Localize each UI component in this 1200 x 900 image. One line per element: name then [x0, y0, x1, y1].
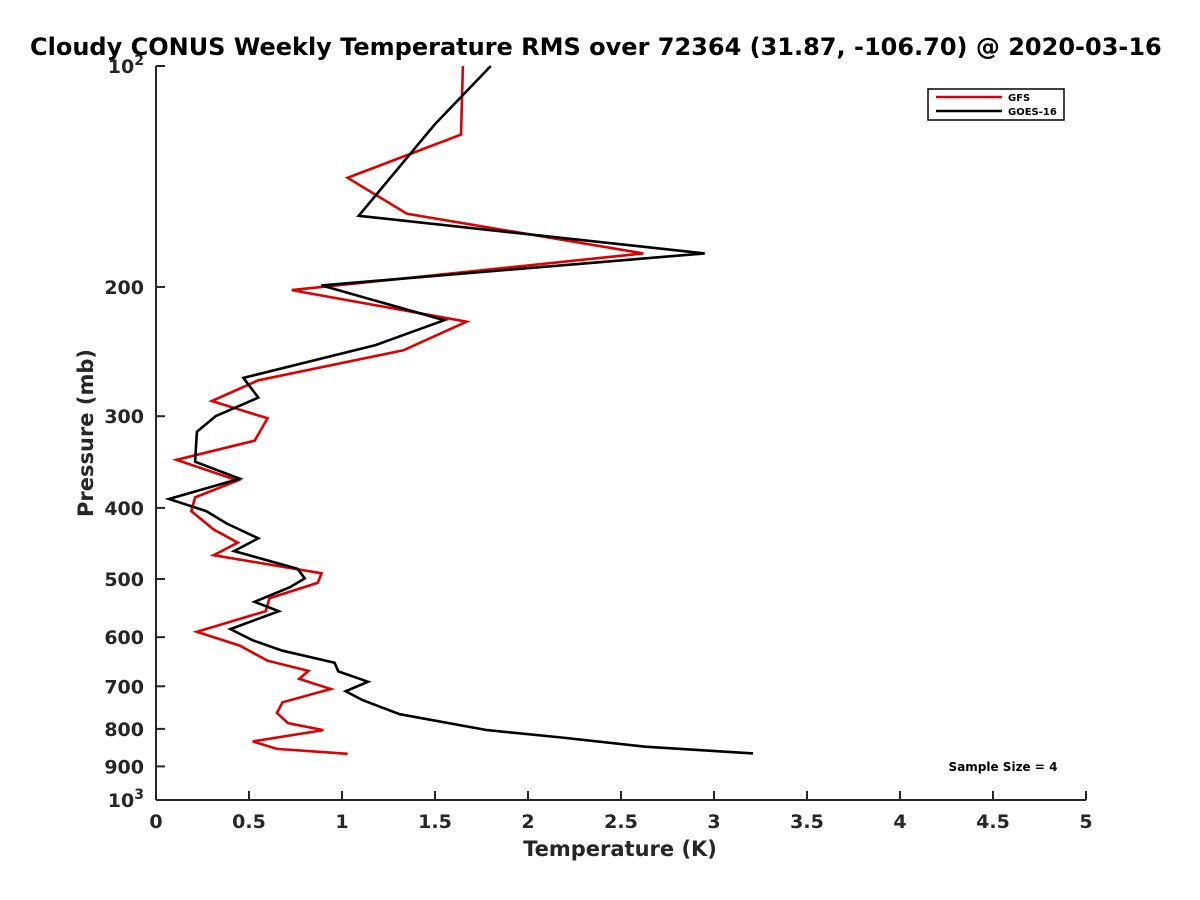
y-tick-label: 300 — [104, 406, 144, 428]
legend-label: GFS — [1008, 93, 1030, 104]
chart-title: Cloudy CONUS Weekly Temperature RMS over… — [30, 33, 1162, 61]
legend: GFS GOES-16 — [927, 88, 1065, 121]
y-tick-label: 500 — [104, 569, 144, 591]
legend-box — [927, 88, 1065, 121]
x-tick-label: 4.5 — [976, 811, 1010, 833]
y-tick-label: 900 — [104, 756, 144, 778]
x-tick-label: 3 — [707, 811, 720, 833]
x-tick-label: 5 — [1079, 811, 1092, 833]
y-tick-label: 800 — [104, 719, 144, 741]
series-layer — [164, 65, 754, 756]
axes: 0 0.5 1 1.5 2 2.5 3 3.5 4 4.5 5 102 200 300 400 500 600 7… — [104, 53, 1092, 833]
series-line-gfs — [171, 65, 644, 756]
legend-label: GOES-16 — [1008, 107, 1057, 118]
y-tick-label: 102 — [108, 53, 144, 78]
y-axis-label: Pressure (mb) — [74, 349, 98, 517]
y-tick-label: 400 — [104, 498, 144, 520]
x-tick-label: 4 — [893, 811, 906, 833]
y-tick-label: 103 — [108, 787, 144, 812]
x-tick-label: 0.5 — [232, 811, 266, 833]
sample-size-annotation: Sample Size = 4 — [949, 760, 1058, 774]
x-tick-label: 3.5 — [790, 811, 824, 833]
x-tick-label: 2 — [521, 811, 534, 833]
y-tick-label: 600 — [104, 627, 144, 649]
y-tick-label: 200 — [104, 277, 144, 299]
series-line-goes-16 — [164, 65, 754, 755]
x-tick-label: 2.5 — [604, 811, 638, 833]
x-axis-label: Temperature (K) — [523, 837, 717, 861]
y-tick-label: 700 — [104, 676, 144, 698]
x-tick-label: 1.5 — [418, 811, 452, 833]
x-tick-label: 0 — [149, 811, 162, 833]
x-tick-label: 1 — [335, 811, 348, 833]
